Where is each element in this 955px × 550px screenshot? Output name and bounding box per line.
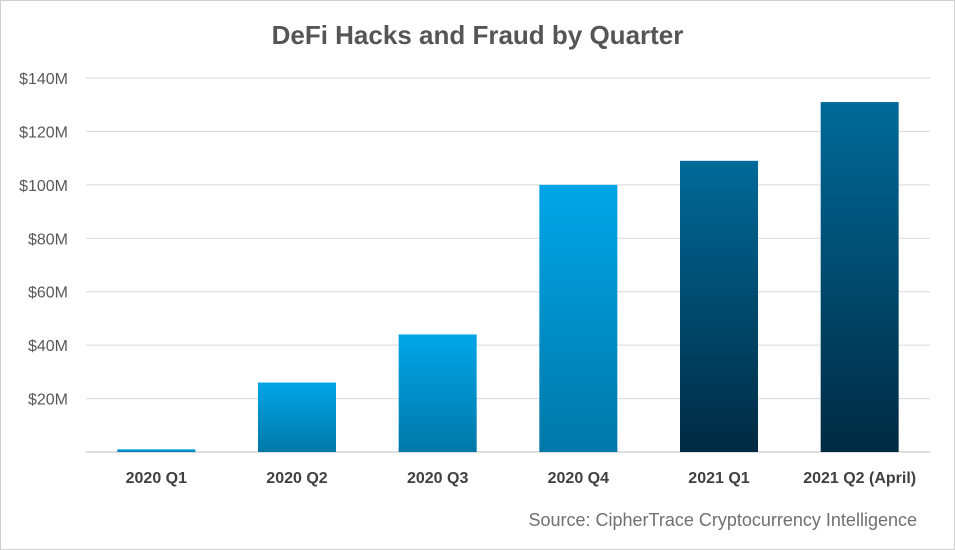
source-note: Source: CipherTrace Cryptocurrency Intel… — [528, 510, 917, 530]
y-tick-label: $120M — [19, 124, 68, 141]
y-tick-label: $40M — [28, 338, 68, 355]
x-tick-label: 2020 Q3 — [407, 470, 468, 487]
bar — [258, 382, 336, 452]
x-tick-label: 2021 Q1 — [688, 470, 749, 487]
chart-title: DeFi Hacks and Fraud by Quarter — [271, 20, 684, 50]
x-tick-label: 2020 Q2 — [266, 470, 327, 487]
y-tick-label: $100M — [19, 178, 68, 195]
bar — [398, 334, 477, 452]
x-tick-label: 2021 Q2 (April) — [803, 470, 916, 487]
y-tick-label: $20M — [28, 392, 68, 409]
y-tick-label: $80M — [28, 231, 68, 248]
bar — [117, 449, 196, 452]
x-tick-label: 2020 Q4 — [548, 470, 609, 487]
bar — [680, 160, 758, 453]
x-tick-label: 2020 Q1 — [126, 470, 187, 487]
bar — [539, 184, 618, 452]
bar — [820, 102, 899, 453]
y-tick-label: $60M — [28, 285, 68, 302]
y-tick-label: $140M — [19, 71, 68, 88]
